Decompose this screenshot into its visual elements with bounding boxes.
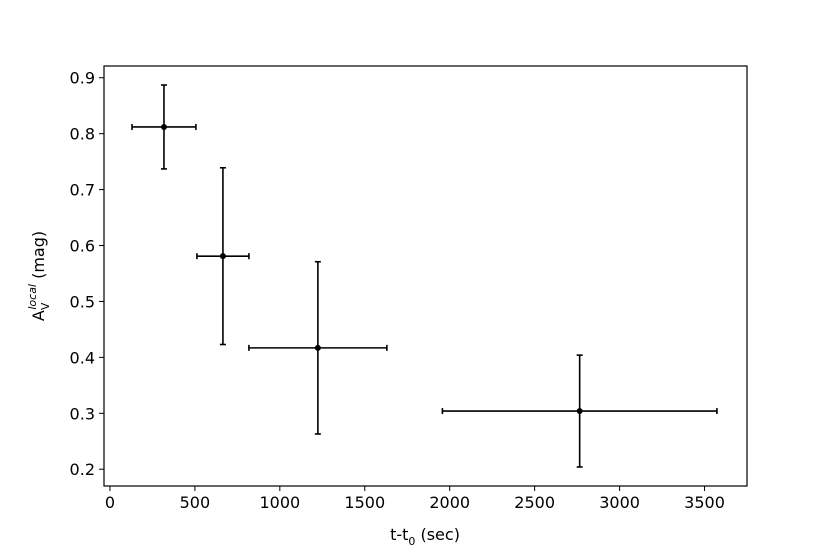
x-tick-label: 2000	[429, 493, 470, 512]
x-tick-label: 0	[105, 493, 115, 512]
y-label-base: A	[29, 310, 48, 321]
x-tick-label: 3500	[684, 493, 725, 512]
data-point	[576, 408, 583, 415]
y-tick-label: 0.9	[70, 69, 95, 88]
y-tick-label: 0.7	[70, 181, 95, 200]
x-axis-label: t-t0 (sec)	[390, 525, 460, 548]
plot-frame	[103, 65, 748, 487]
y-tick-label: 0.8	[70, 125, 95, 144]
x-label-rest: (sec)	[415, 525, 460, 544]
x-tick-label: 3000	[599, 493, 640, 512]
x-tick-label: 1500	[344, 493, 385, 512]
x-tick-label: 2500	[514, 493, 555, 512]
data-point	[219, 253, 226, 260]
y-tick-label: 0.5	[70, 292, 95, 311]
y-tick-label: 0.6	[70, 237, 95, 256]
y-label-sub: V	[39, 302, 52, 310]
y-tick-label: 0.3	[70, 404, 95, 423]
y-tick-label: 0.4	[70, 348, 95, 367]
x-tick-label: 1000	[259, 493, 300, 512]
data-point	[160, 123, 167, 130]
x-tick-label: 500	[180, 493, 211, 512]
y-label-sup: local	[26, 284, 39, 310]
x-label-sub: 0	[408, 535, 415, 548]
data-point	[314, 344, 321, 351]
y-tick-label: 0.2	[70, 460, 95, 479]
y-label-rest: (mag)	[29, 231, 48, 284]
x-label-base: t-t	[390, 525, 408, 544]
y-axis-label: AVlocal (mag)	[26, 231, 52, 321]
